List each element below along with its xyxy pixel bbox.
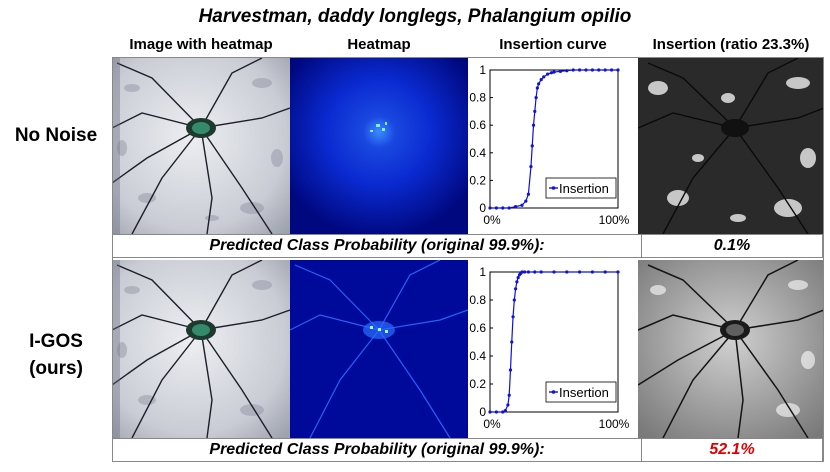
insertion-point bbox=[526, 270, 530, 274]
insertion-point bbox=[565, 69, 569, 73]
insertion-point bbox=[546, 72, 550, 76]
insertion-point bbox=[578, 68, 582, 72]
row-label-igos: I-GOS (ours) bbox=[29, 331, 83, 379]
x-tick-label: 100% bbox=[599, 417, 630, 431]
insertion-point bbox=[603, 68, 607, 72]
legend-marker bbox=[551, 186, 556, 190]
insertion-point bbox=[507, 206, 511, 210]
x-tick-label: 100% bbox=[599, 213, 630, 227]
insertion-point bbox=[533, 109, 537, 113]
insertion-image-row1 bbox=[638, 58, 824, 234]
insertion-point bbox=[511, 315, 515, 319]
insertion-point bbox=[488, 206, 492, 210]
insertion-point bbox=[524, 199, 528, 203]
insertion-curve-chart-row1: 0 0.2 0.4 0.6 0.8 1 0% 100% Insertion bbox=[468, 58, 638, 234]
y-tick-label: 0 bbox=[479, 405, 486, 419]
x-tick-label: 0% bbox=[483, 213, 501, 227]
insertion-point bbox=[503, 409, 507, 413]
x-tick-label: 0% bbox=[483, 417, 501, 431]
insertion-point bbox=[514, 287, 518, 291]
insertion-point bbox=[515, 280, 519, 284]
probability-value: 0.1% bbox=[713, 237, 751, 254]
insertion-point bbox=[616, 270, 620, 274]
insertion-point bbox=[512, 298, 516, 302]
insertion-point bbox=[590, 270, 594, 274]
probability-row-1: Predicted Class Probability (original 99… bbox=[112, 234, 823, 258]
y-tick-label: 1 bbox=[479, 63, 486, 77]
insertion-point bbox=[514, 205, 518, 209]
y-tick-label: 0.4 bbox=[469, 349, 486, 363]
legend-marker bbox=[551, 390, 556, 394]
y-tick-label: 0 bbox=[479, 201, 486, 215]
heatmap-row2 bbox=[290, 260, 468, 438]
y-tick-label: 0.2 bbox=[469, 377, 486, 391]
figure-title: Harvestman, daddy longlegs, Phalangium o… bbox=[198, 6, 632, 27]
insertion-curve-chart-row2: 0 0.2 0.4 0.6 0.8 1 0% 100% Insertion bbox=[468, 260, 638, 438]
insertion-point bbox=[488, 410, 492, 414]
y-tick-label: 0.8 bbox=[469, 293, 486, 307]
insertion-point bbox=[501, 206, 505, 210]
insertion-point bbox=[565, 270, 569, 274]
insertion-point bbox=[584, 68, 588, 72]
probability-row-2: Predicted Class Probability (original 99… bbox=[112, 438, 823, 462]
insertion-point bbox=[533, 270, 537, 274]
legend-box bbox=[545, 381, 617, 403]
insertion-image-row2 bbox=[638, 260, 824, 438]
column-header-insertion-ratio: Insertion (ratio 23.3%) bbox=[652, 36, 810, 53]
insertion-point bbox=[530, 144, 534, 148]
column-header-insertion-curve: Insertion curve bbox=[499, 36, 607, 53]
insertion-point bbox=[590, 68, 594, 72]
insertion-point bbox=[616, 68, 620, 72]
insertion-point bbox=[520, 270, 524, 274]
insertion-point bbox=[520, 203, 524, 207]
probability-label: Predicted Class Probability (original 99… bbox=[209, 237, 545, 254]
y-tick-label: 0.6 bbox=[469, 321, 486, 335]
insertion-point bbox=[610, 68, 614, 72]
insertion-point bbox=[526, 192, 530, 196]
insertion-point bbox=[539, 78, 543, 82]
legend-label: Insertion bbox=[559, 385, 609, 400]
insertion-point bbox=[510, 340, 514, 344]
insertion-point bbox=[558, 69, 562, 73]
row-label-no-noise: No Noise bbox=[14, 125, 98, 146]
image-with-heatmap-row2 bbox=[112, 260, 290, 438]
plot-area bbox=[489, 69, 619, 209]
y-tick-label: 0.2 bbox=[469, 173, 486, 187]
insertion-point bbox=[507, 393, 511, 397]
insertion-point bbox=[506, 403, 510, 407]
y-tick-label: 0.4 bbox=[469, 146, 486, 160]
insertion-point bbox=[603, 270, 607, 274]
probability-value: 52.1% bbox=[709, 441, 755, 458]
insertion-point bbox=[552, 70, 556, 74]
insertion-point bbox=[597, 68, 601, 72]
insertion-point bbox=[494, 206, 498, 210]
insertion-point bbox=[531, 123, 536, 127]
legend-label: Insertion bbox=[559, 181, 609, 196]
heatmap-row1 bbox=[290, 58, 468, 234]
insertion-point bbox=[549, 71, 554, 75]
insertion-point bbox=[578, 270, 582, 274]
insertion-point bbox=[542, 75, 546, 79]
legend-box bbox=[545, 177, 617, 199]
column-header-heatmap: Heatmap bbox=[347, 36, 411, 53]
insertion-point bbox=[508, 368, 513, 372]
insertion-point bbox=[534, 96, 538, 100]
probability-label: Predicted Class Probability (original 99… bbox=[209, 441, 545, 458]
insertion-point bbox=[539, 270, 543, 274]
insertion-point bbox=[516, 276, 520, 280]
insertion-point bbox=[522, 270, 527, 274]
insertion-point bbox=[537, 82, 541, 86]
insertion-point bbox=[501, 410, 505, 414]
insertion-point bbox=[494, 410, 498, 414]
insertion-point bbox=[529, 165, 533, 169]
insertion-point bbox=[552, 270, 556, 274]
column-header-image-with-heatmap: Image with heatmap bbox=[129, 36, 273, 53]
image-with-heatmap-row1 bbox=[112, 58, 290, 234]
insertion-point bbox=[571, 68, 575, 72]
y-tick-label: 0.6 bbox=[469, 118, 486, 132]
y-tick-label: 0.8 bbox=[469, 91, 486, 105]
y-tick-label: 1 bbox=[479, 265, 486, 279]
insertion-point bbox=[535, 86, 539, 90]
